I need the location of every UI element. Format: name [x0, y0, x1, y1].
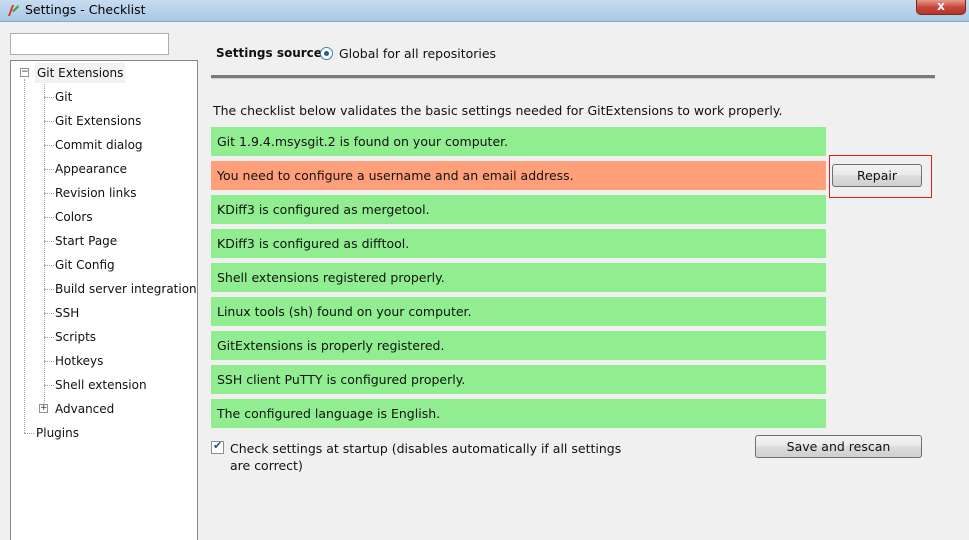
tree-line	[44, 121, 54, 122]
tree-line	[44, 385, 54, 386]
tree-line	[24, 433, 34, 434]
git-extensions-icon	[8, 5, 19, 16]
settings-source-value[interactable]: Global for all repositories	[339, 46, 497, 61]
expand-icon[interactable]: +	[39, 403, 48, 413]
tree-item-ssh[interactable]: SSH	[55, 306, 80, 320]
tree-item-plugins[interactable]: Plugins	[36, 426, 79, 440]
tree-item-git[interactable]: Git	[55, 90, 73, 104]
tree-item-shell-extension[interactable]: Shell extension	[55, 378, 147, 392]
global-radio[interactable]	[320, 47, 333, 60]
collapse-icon[interactable]: −	[20, 67, 29, 77]
tree-item-git-extensions-sub[interactable]: Git Extensions	[55, 114, 142, 128]
tree-line	[44, 289, 54, 290]
tree-line	[44, 193, 54, 194]
tree-item-git-config[interactable]: Git Config	[55, 258, 115, 272]
tree-item-build-server-integration[interactable]: Build server integration	[55, 282, 197, 296]
tree-line	[44, 97, 54, 98]
tree-item-scripts[interactable]: Scripts	[55, 330, 97, 344]
check-language: The configured language is English.	[211, 399, 826, 428]
tree-line	[44, 217, 54, 218]
tree-item-git-extensions[interactable]: Git Extensions	[35, 63, 126, 83]
check-mergetool: KDiff3 is configured as mergetool.	[211, 195, 826, 224]
startup-check-checkbox[interactable]	[211, 439, 224, 454]
tree-item-advanced[interactable]: Advanced	[55, 402, 115, 416]
tree-line	[44, 145, 54, 146]
repair-button[interactable]: Repair	[832, 164, 922, 187]
tree-line	[24, 79, 25, 433]
window-title: Settings - Checklist	[25, 2, 146, 17]
settings-source-label: Settings source:	[216, 46, 327, 60]
tree-line	[44, 361, 54, 362]
repair-highlight	[829, 155, 932, 198]
divider	[211, 75, 935, 79]
tree-item-revision-links[interactable]: Revision links	[55, 186, 137, 200]
check-shell-extensions: Shell extensions registered properly.	[211, 263, 826, 292]
tree-line	[44, 265, 54, 266]
tree-item-hotkeys[interactable]: Hotkeys	[55, 354, 104, 368]
close-button[interactable]: x	[916, 0, 966, 15]
check-linux-tools: Linux tools (sh) found on your computer.	[211, 297, 826, 326]
startup-check-label[interactable]: Check settings at startup (disables auto…	[230, 441, 622, 473]
tree-line	[44, 313, 54, 314]
settings-tree[interactable]: − Git Extensions Git Git Extensions Comm…	[10, 60, 198, 540]
tree-item-colors[interactable]: Colors	[55, 210, 93, 224]
tree-line	[44, 337, 54, 338]
tree-line	[44, 241, 54, 242]
tree-line	[44, 81, 45, 409]
checklist-intro: The checklist below validates the basic …	[213, 103, 783, 118]
check-registered: GitExtensions is properly registered.	[211, 331, 826, 360]
check-git-found: Git 1.9.4.msysgit.2 is found on your com…	[211, 127, 826, 156]
check-ssh-client: SSH client PuTTY is configured properly.	[211, 365, 826, 394]
tree-item-start-page[interactable]: Start Page	[55, 234, 118, 248]
tree-item-commit-dialog[interactable]: Commit dialog	[55, 138, 143, 152]
title-bar: Settings - Checklist x	[0, 0, 969, 22]
check-username-email: You need to configure a username and an …	[211, 161, 826, 190]
save-and-rescan-button[interactable]: Save and rescan	[755, 435, 922, 458]
tree-item-appearance[interactable]: Appearance	[55, 162, 128, 176]
settings-filter-input[interactable]	[10, 33, 169, 55]
check-difftool: KDiff3 is configured as difftool.	[211, 229, 826, 258]
tree-line	[44, 169, 54, 170]
